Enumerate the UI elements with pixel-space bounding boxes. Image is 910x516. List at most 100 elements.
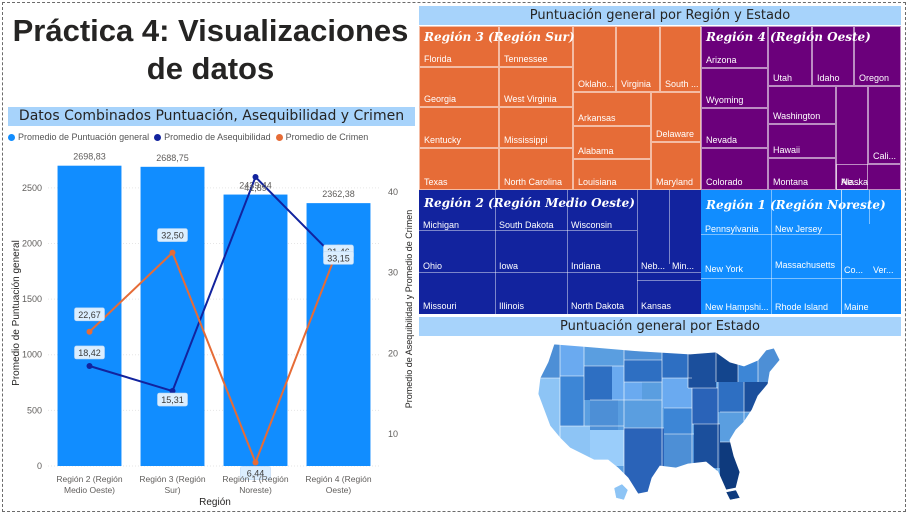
treemap-state-label[interactable]: New York — [705, 264, 744, 274]
treemap-state-label[interactable]: Indiana — [571, 261, 601, 271]
treemap-state-cell[interactable]: Texas — [419, 148, 499, 190]
y-tick-right: 20 — [388, 348, 398, 358]
treemap-state-label[interactable]: Kansas — [641, 301, 672, 311]
line-point — [252, 173, 259, 180]
treemap-state-cell[interactable]: Delaware — [651, 92, 701, 142]
treemap-state-cell[interactable]: Mississippi — [499, 107, 573, 148]
treemap-state-label[interactable]: Rhode Island — [775, 302, 829, 312]
x-tick-label: Oeste) — [326, 485, 352, 495]
line-data-label: 18,42 — [78, 348, 101, 358]
treemap-state-cell[interactable]: Arizona — [701, 26, 768, 68]
x-tick-label: Región 1 (Región — [222, 474, 288, 484]
bar — [223, 194, 288, 466]
line-data-label: 15,31 — [161, 395, 184, 405]
legend-label-affordability: Promedio de Asequibilidad — [164, 132, 271, 142]
treemap-divider — [701, 278, 901, 279]
treemap-state-cell[interactable]: Montana — [768, 158, 836, 190]
treemap-state-cell[interactable]: Cali... — [868, 86, 901, 164]
treemap-state-cell[interactable]: South ... — [660, 26, 701, 92]
y-tick-right: 30 — [388, 268, 398, 278]
treemap-region-label: Región 3 (Región Sur) — [424, 30, 575, 44]
us-map-florida-tip — [725, 489, 741, 501]
treemap-state-label[interactable]: North Dakota — [571, 301, 625, 311]
treemap-state-label[interactable]: South Dakota — [499, 220, 554, 230]
treemap-state-label[interactable]: Illinois — [499, 301, 525, 311]
treemap-state-cell[interactable]: West Virginia — [499, 67, 573, 107]
treemap-state-cell[interactable]: Nevada — [701, 108, 768, 148]
treemap-state-label[interactable]: Missouri — [423, 301, 457, 311]
x-tick-label: Región 3 (Región — [139, 474, 205, 484]
legend-label-score: Promedio de Puntuación general — [18, 132, 150, 142]
treemap-state-label[interactable]: Iowa — [499, 261, 519, 271]
legend-label-crime: Promedio de Crimen — [285, 132, 369, 142]
treemap-state-label[interactable]: New Jersey — [775, 224, 823, 234]
y-tick-left: 2000 — [22, 238, 42, 248]
treemap-divider — [419, 230, 637, 231]
treemap-state-cell[interactable]: Florida — [419, 26, 499, 67]
treemap-divider — [637, 280, 701, 281]
treemap-divider — [419, 272, 701, 273]
treemap-state-label[interactable]: Wisconsin — [571, 220, 613, 230]
treemap-state-cell[interactable]: Alaska — [836, 164, 901, 190]
treemap-state-label[interactable]: Michigan — [423, 220, 460, 230]
treemap-state-cell[interactable]: Washington — [768, 86, 836, 124]
treemap-state-label[interactable]: Ohio — [423, 261, 443, 271]
treemap-divider — [841, 190, 842, 314]
treemap-state-cell[interactable]: Georgia — [419, 67, 499, 107]
treemap-state-cell[interactable]: Alabama — [573, 126, 651, 159]
treemap-state-cell[interactable]: Colorado — [701, 148, 768, 190]
us-map[interactable] — [530, 338, 810, 503]
treemap-divider — [637, 190, 638, 314]
treemap-state-cell[interactable]: Oklaho... — [573, 26, 616, 92]
line-point — [252, 459, 259, 466]
treemap-state-cell[interactable]: Tennessee — [499, 26, 573, 67]
x-tick-label: Medio Oeste) — [64, 485, 115, 495]
treemap-state-label[interactable]: New Hampshi... — [705, 302, 769, 312]
treemap-state-cell[interactable]: Virginia — [616, 26, 660, 92]
treemap-divider — [495, 190, 496, 314]
line-data-label: 32,50 — [161, 231, 184, 241]
treemap-state-label[interactable]: Min... — [672, 261, 695, 271]
treemap-region-label: Región 4 (Región Oeste) — [706, 30, 871, 44]
treemap-divider — [701, 234, 841, 235]
page-title-line-2: de datos — [146, 51, 275, 86]
x-tick-label: Región 2 (Región — [56, 474, 122, 484]
page-title-line-1: Práctica 4: Visualizaciones — [12, 13, 409, 48]
legend-item-score[interactable]: Promedio de Puntuación general — [8, 132, 149, 142]
treemap-region[interactable] — [419, 190, 701, 314]
line-data-label-box — [240, 466, 271, 480]
treemap-state-cell[interactable]: Wyoming — [701, 68, 768, 108]
treemap-state-cell[interactable]: Maryland — [651, 142, 701, 190]
treemap-state-cell[interactable]: Kentucky — [419, 107, 499, 148]
treemap-state-cell[interactable]: Idaho — [812, 26, 854, 86]
treemap-state-cell[interactable]: Hawaii — [768, 124, 836, 158]
treemap[interactable]: Florida Georgia Kentucky Texas Tennessee West… — [419, 26, 901, 314]
legend-item-crime[interactable]: Promedio de Crimen — [275, 132, 369, 142]
treemap-state-label[interactable]: Massachusetts — [775, 260, 836, 270]
us-map-states — [538, 344, 780, 494]
y-tick-right: 40 — [388, 187, 398, 197]
treemap-region-label: Región 1 (Región Noreste) — [706, 198, 886, 212]
combo-chart[interactable]: 0 500 1000 1500 2000 2500 10 20 30 40 2698,83 2688,… — [0, 145, 418, 512]
treemap-state-label[interactable]: Ver... — [873, 265, 894, 275]
treemap-divider — [669, 190, 670, 264]
treemap-region[interactable] — [701, 190, 901, 314]
treemap-state-cell[interactable]: Utah — [768, 26, 812, 86]
treemap-state-cell[interactable]: North Carolina — [499, 148, 573, 190]
treemap-state-cell[interactable]: Louisiana — [573, 159, 651, 190]
treemap-region[interactable] — [419, 26, 701, 190]
legend-dot-affordability — [154, 133, 162, 141]
combo-chart-legend[interactable]: Promedio de Puntuación general Promedio … — [8, 130, 408, 144]
treemap-state-cell[interactable]: Oregon — [854, 26, 901, 86]
page-title: Práctica 4: Visualizaciones de datos — [8, 12, 413, 88]
bar — [140, 166, 205, 466]
treemap-state-label[interactable]: Neb... — [641, 261, 666, 271]
treemap-state-cell[interactable]: Arkansas — [573, 92, 651, 126]
legend-item-affordability[interactable]: Promedio de Asequibilidad — [154, 132, 271, 142]
treemap-state-label[interactable]: Pennsylvania — [705, 224, 759, 234]
y-tick-left: 0 — [37, 461, 42, 471]
y-axis-title-left: Promedio de Puntuación general — [11, 240, 22, 386]
treemap-state-label[interactable]: Co... — [844, 265, 864, 275]
treemap-state-label[interactable]: Maine — [844, 302, 869, 312]
